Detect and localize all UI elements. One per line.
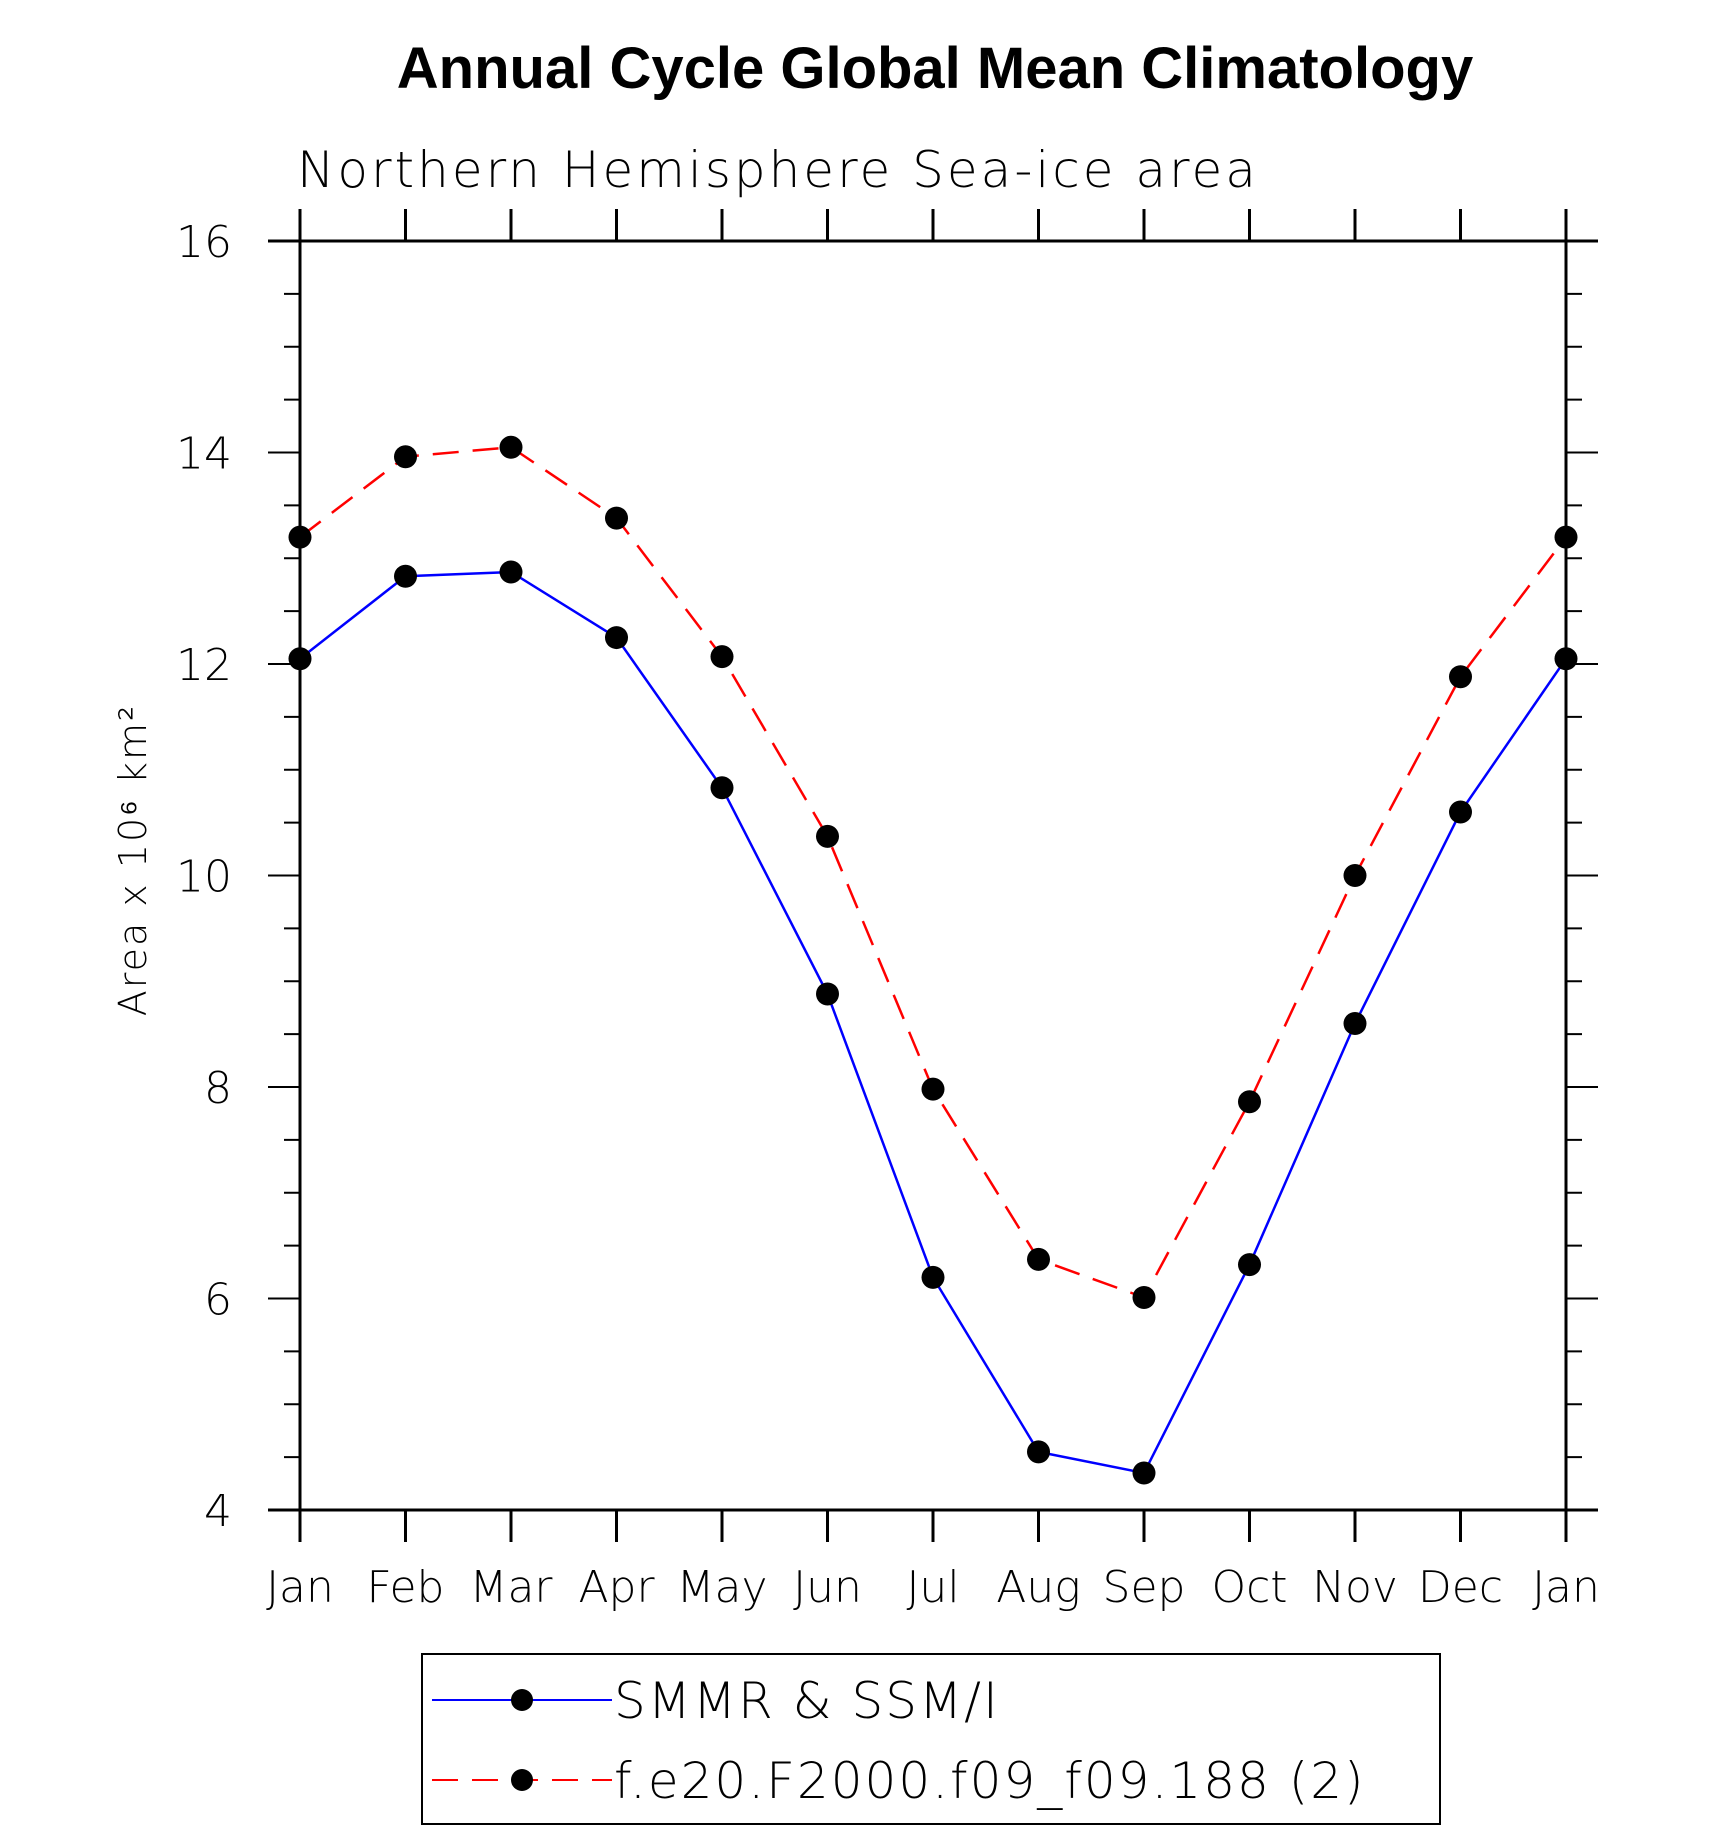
data-point-series-0: [605, 626, 628, 650]
series-line-0: [299, 570, 1568, 1475]
data-point-series-0: [1554, 647, 1578, 671]
chart-subtitle: Northern Hemisphere Sea-ice area: [297, 141, 1259, 199]
data-point-series-0: [499, 560, 523, 584]
x-tick-label: Nov: [1312, 1562, 1398, 1613]
x-tick-label: Oct: [1211, 1562, 1287, 1613]
legend-label-smmr: SMMR & SSM/I: [614, 1672, 1000, 1730]
data-point-series-1: [499, 435, 523, 459]
y-axis-ticks: 4 6 8 10 12 14 16: [176, 217, 1598, 1537]
x-axis-ticks: Jan Feb Mar Apr May Jun Jul Aug Sep Oct Nov Dec Jan: [266, 209, 1600, 1613]
legend-label-model: f.e20.F2000.f09_f09.188 (2): [614, 1752, 1366, 1810]
data-point-series-0: [1238, 1253, 1261, 1277]
y-tick-label: 6: [204, 1275, 232, 1326]
legend-box: [421, 1653, 1441, 1825]
series-group: [288, 435, 1578, 1485]
plot-frame: [268, 239, 1598, 1512]
data-point-series-1: [1027, 1247, 1050, 1271]
data-point-series-0: [1343, 1012, 1367, 1036]
legend: SMMR & SSM/I f.e20.F2000.f09_f09.188 (2): [421, 1653, 1441, 1825]
y-tick-label: 8: [204, 1063, 232, 1114]
data-point-series-0: [710, 776, 734, 800]
y-tick-label: 4: [204, 1486, 232, 1537]
data-point-series-0: [1449, 800, 1472, 824]
x-tick-label: May: [677, 1562, 768, 1613]
data-point-series-1: [1449, 665, 1472, 689]
data-point-series-1: [816, 824, 839, 848]
x-tick-label: Dec: [1418, 1562, 1503, 1613]
series-line-1: [299, 445, 1567, 1299]
data-point-series-0: [288, 647, 312, 671]
x-tick-label: Feb: [367, 1562, 445, 1613]
data-point-series-1: [1554, 525, 1578, 549]
y-tick-label: 12: [176, 640, 232, 691]
data-point-series-1: [288, 525, 312, 549]
data-point-series-1: [1132, 1285, 1156, 1309]
legend-marker-model: [511, 1769, 533, 1791]
data-point-series-0: [816, 982, 839, 1006]
data-point-series-0: [921, 1265, 945, 1289]
y-tick-label: 14: [176, 429, 232, 480]
data-point-series-0: [394, 564, 417, 588]
x-tick-label: Jul: [906, 1562, 959, 1613]
y-tick-label: 16: [176, 217, 232, 268]
data-point-series-1: [710, 645, 734, 669]
data-point-series-1: [605, 506, 628, 530]
x-tick-label: Jun: [793, 1562, 862, 1613]
data-point-series-1: [1238, 1090, 1261, 1114]
chart-title: Annual Cycle Global Mean Climatology: [397, 36, 1473, 101]
data-point-series-1: [921, 1077, 945, 1101]
y-axis-label: Area x 10⁶ km²: [111, 704, 155, 1016]
x-tick-label: Jan: [266, 1562, 334, 1613]
data-point-series-0: [1027, 1440, 1050, 1464]
x-tick-label: Apr: [578, 1562, 655, 1613]
x-tick-label: Sep: [1103, 1562, 1186, 1613]
y-tick-label: 10: [176, 852, 232, 903]
x-tick-label: Aug: [996, 1562, 1080, 1613]
legend-marker-smmr: [511, 1689, 533, 1711]
data-point-series-1: [1343, 864, 1367, 887]
x-tick-label: Jan: [1532, 1562, 1600, 1613]
data-point-series-1: [394, 445, 417, 469]
x-tick-label: Mar: [469, 1562, 553, 1613]
data-point-series-0: [1132, 1461, 1156, 1485]
